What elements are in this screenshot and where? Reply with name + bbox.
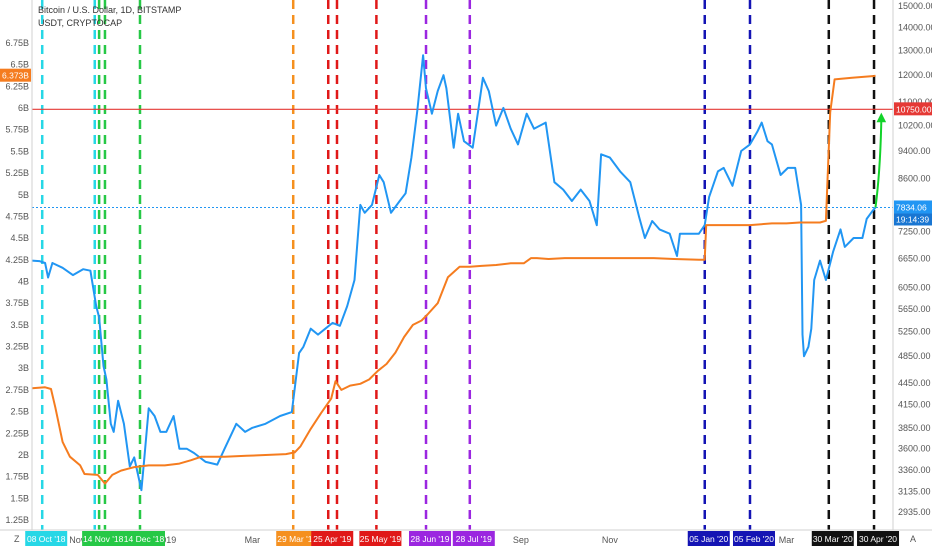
target-arrow [874, 112, 887, 208]
right-tick-label: 12000.00 [898, 70, 932, 80]
corner-label-right[interactable]: A [910, 534, 916, 544]
right-tick-label: 7250.00 [898, 227, 931, 237]
right-tick-label: 4850.00 [898, 351, 931, 361]
date-badge [732, 531, 775, 546]
vertical-markers [40, 0, 876, 530]
price-badge-label: 10750.00 [896, 104, 932, 114]
date-badge [25, 531, 68, 546]
left-tick-label: 4.75B [5, 211, 29, 221]
left-tick-label: 5B [18, 190, 29, 200]
corner-label-left[interactable]: Z [14, 534, 20, 544]
left-tick-label: 1.25B [5, 515, 29, 525]
right-tick-label: 8600.00 [898, 174, 931, 184]
left-tick-label: 4.5B [10, 233, 29, 243]
right-tick-label: 3850.00 [898, 423, 931, 433]
left-tick-label: 5.5B [10, 146, 29, 156]
series-line [31, 54, 877, 492]
right-tick-label: 15000.00 [898, 1, 932, 11]
date-badge [122, 531, 165, 546]
left-tick-label: 3.5B [10, 320, 29, 330]
left-tick-label: 6.5B [10, 60, 29, 70]
right-tick-label: 6050.00 [898, 283, 931, 293]
chart-title: Bitcoin / U.S. Dollar, 1D, BITSTAMP [38, 5, 181, 15]
left-tick-label: 1.75B [5, 472, 29, 482]
left-tick-label: 5.75B [5, 125, 29, 135]
price-badge-label: 7834.06 [896, 202, 927, 212]
date-badge-label: 14 Dec '18 [124, 534, 165, 544]
left-tick-label: 6.25B [5, 81, 29, 91]
badges: 08 Oct '18 14 Nov '18 14 Dec '18 29 Mar '19… [0, 68, 932, 546]
right-tick-label: 3600.00 [898, 444, 931, 454]
arrow-shaft [874, 119, 883, 208]
left-tick-label: 5.25B [5, 168, 29, 178]
right-tick-label: 6650.00 [898, 253, 931, 263]
x-tick-label: Nov [69, 535, 86, 545]
right-tick-label: 13000.00 [898, 45, 932, 55]
date-badge [452, 531, 495, 546]
left-tick-label: 2.5B [10, 407, 29, 417]
date-badge [276, 531, 319, 546]
right-tick-label: 10200.00 [898, 121, 932, 131]
date-badge-label: 30 Mar '20 [813, 534, 853, 544]
x-tick-label: Nov [602, 535, 619, 545]
x-tick-label: Mar [779, 535, 795, 545]
date-badge [359, 531, 402, 546]
horizontal-lines [32, 108, 893, 208]
left-price-badge [0, 68, 31, 82]
series-line [31, 74, 876, 485]
left-tick-label: 3.25B [5, 342, 29, 352]
right-tick-label: 5250.00 [898, 327, 931, 337]
right-tick-label: 4150.00 [898, 400, 931, 410]
left-tick-label: 2.75B [5, 385, 29, 395]
right-tick-label: 9400.00 [898, 146, 931, 156]
left-tick-label: 3.75B [5, 298, 29, 308]
right-tick-label: 4450.00 [898, 378, 931, 388]
price-badge [894, 102, 932, 116]
arrow-head [876, 112, 887, 123]
left-tick-label: 4.25B [5, 255, 29, 265]
x-tick-label: Mar [245, 535, 261, 545]
date-badge [409, 531, 452, 546]
date-badge-label: 08 Oct '18 [27, 534, 66, 544]
date-badge-label: 28 Jul '19 [456, 534, 492, 544]
left-tick-label: 4B [18, 277, 29, 287]
time-badge-label: 19:14:39 [896, 214, 929, 224]
left-tick-label: 1.5B [10, 493, 29, 503]
chart-subtitle: USDT, CRYPTOCAP [38, 18, 122, 28]
date-badge [687, 531, 730, 546]
x-tick-label: 2019 [156, 535, 176, 545]
date-badge-label: 25 Apr '19 [313, 534, 351, 544]
date-badge-label: 25 May '19 [360, 534, 402, 544]
date-badge-label: 14 Nov '18 [83, 534, 124, 544]
date-badge-label: 28 Jun '19 [411, 534, 450, 544]
right-tick-label: 11000.00 [898, 97, 932, 107]
left-tick-label: 2.25B [5, 428, 29, 438]
series-group [31, 54, 877, 492]
time-badge [894, 213, 932, 226]
date-badge [311, 531, 354, 546]
date-badge-label: 30 Apr '20 [859, 534, 897, 544]
right-tick-label: 2935.00 [898, 507, 931, 517]
price-badge [894, 200, 932, 214]
date-badge [82, 531, 125, 546]
right-tick-label: 3360.00 [898, 465, 931, 475]
date-badge-label: 05 Jan '20 [689, 534, 728, 544]
left-tick-label: 6.75B [5, 38, 29, 48]
right-tick-label: 14000.00 [898, 22, 932, 32]
left-tick-label: 6B [18, 103, 29, 113]
date-badge-label: 29 Mar '19 [277, 534, 317, 544]
legend[interactable]: Bitcoin / U.S. Dollar, 1D, BITSTAMP USDT… [38, 5, 181, 28]
left-tick-label: 3B [18, 363, 29, 373]
x-tick-label: Sep [513, 535, 529, 545]
date-badge [811, 531, 854, 546]
date-badge-label: 05 Feb '20 [734, 534, 774, 544]
right-tick-label: 3135.00 [898, 487, 931, 497]
left-tick-label: 2B [18, 450, 29, 460]
left-price-badge-label: 6.373B [2, 71, 29, 81]
right-tick-label: 5650.00 [898, 304, 931, 314]
date-badge [857, 531, 900, 546]
